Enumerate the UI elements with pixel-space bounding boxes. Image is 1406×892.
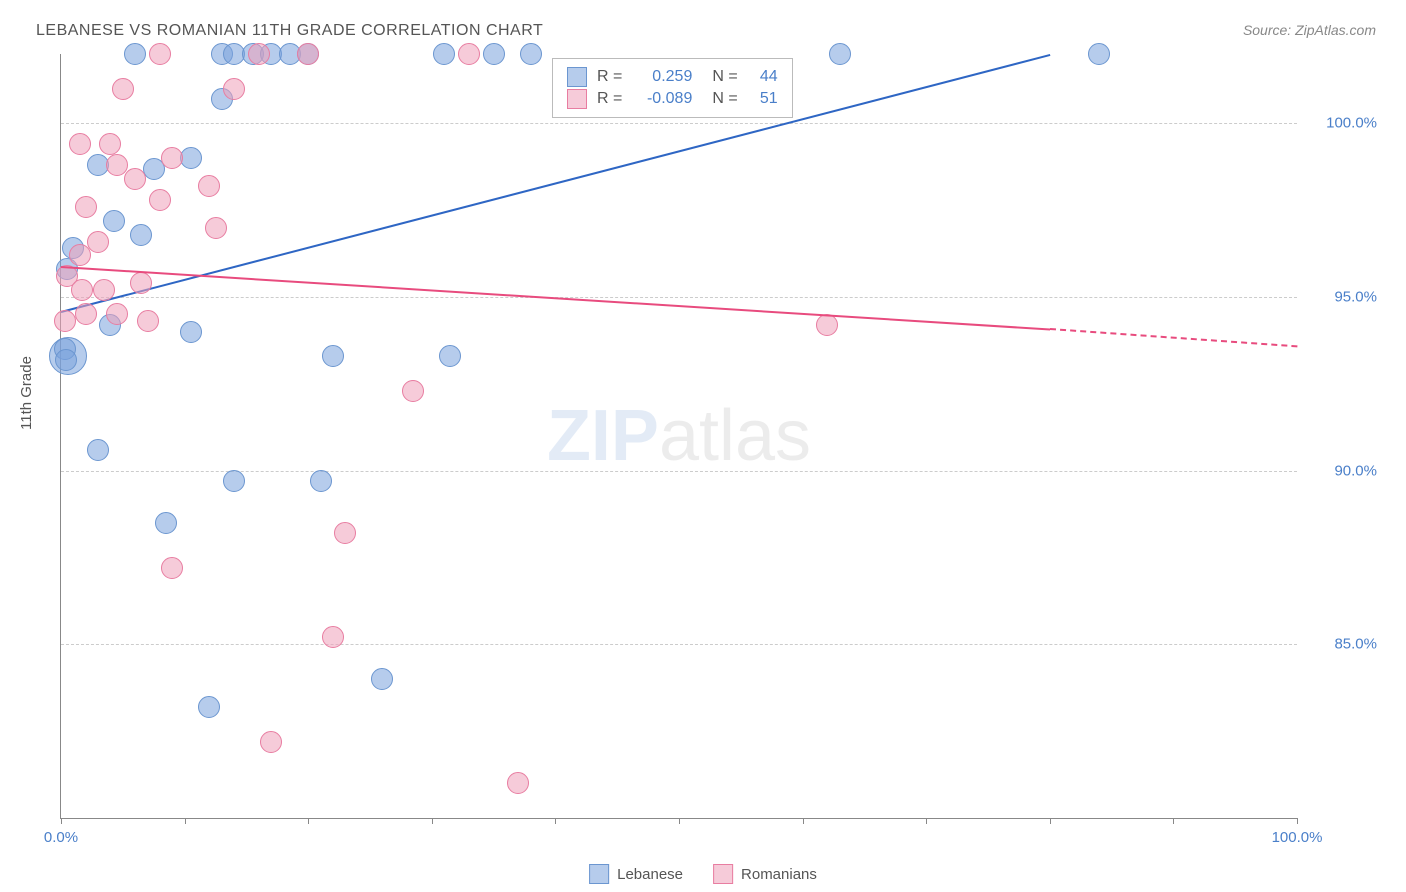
- scatter-point: [371, 668, 393, 690]
- scatter-point: [124, 168, 146, 190]
- scatter-point: [112, 78, 134, 100]
- scatter-point: [829, 43, 851, 65]
- scatter-point: [260, 731, 282, 753]
- scatter-point: [180, 321, 202, 343]
- scatter-point: [149, 189, 171, 211]
- scatter-point: [130, 224, 152, 246]
- x-tick: [803, 818, 804, 824]
- scatter-point: [69, 244, 91, 266]
- legend-item: Lebanese: [589, 864, 683, 884]
- scatter-point: [106, 303, 128, 325]
- watermark-atlas: atlas: [659, 396, 811, 476]
- y-tick-label: 90.0%: [1307, 462, 1377, 479]
- legend-swatch: [713, 864, 733, 884]
- legend-n-value: 51: [748, 90, 778, 108]
- legend-row: R = 0.259 N = 44: [567, 67, 778, 87]
- scatter-point: [322, 345, 344, 367]
- scatter-point: [433, 43, 455, 65]
- scatter-point: [149, 43, 171, 65]
- scatter-point: [1088, 43, 1110, 65]
- x-tick: [1050, 818, 1051, 824]
- x-tick: [1297, 818, 1298, 824]
- legend-r-value: -0.089: [632, 90, 692, 108]
- scatter-point: [130, 272, 152, 294]
- trend-line: [1050, 328, 1297, 347]
- scatter-point: [310, 470, 332, 492]
- scatter-point: [223, 78, 245, 100]
- y-tick-label: 85.0%: [1307, 636, 1377, 653]
- x-tick: [926, 818, 927, 824]
- legend-item: Romanians: [713, 864, 817, 884]
- scatter-point: [106, 154, 128, 176]
- x-tick: [185, 818, 186, 824]
- watermark: ZIPatlas: [547, 395, 811, 477]
- legend-n-label: N =: [712, 68, 737, 86]
- scatter-point: [124, 43, 146, 65]
- gridline: [61, 471, 1297, 472]
- scatter-point: [103, 210, 125, 232]
- x-tick-label: 100.0%: [1272, 829, 1323, 846]
- x-tick: [432, 818, 433, 824]
- legend-row: R = -0.089 N = 51: [567, 89, 778, 109]
- x-tick: [61, 818, 62, 824]
- scatter-point: [155, 512, 177, 534]
- scatter-point: [69, 133, 91, 155]
- scatter-point: [507, 772, 529, 794]
- scatter-point: [55, 349, 77, 371]
- scatter-point: [458, 43, 480, 65]
- legend-r-label: R =: [597, 68, 622, 86]
- source-label: Source: ZipAtlas.com: [1243, 22, 1376, 38]
- scatter-point: [87, 231, 109, 253]
- y-axis-label: 11th Grade: [18, 356, 35, 430]
- scatter-point: [71, 279, 93, 301]
- legend-n-label: N =: [712, 90, 737, 108]
- watermark-zip: ZIP: [547, 396, 659, 476]
- scatter-point: [75, 303, 97, 325]
- scatter-point: [334, 522, 356, 544]
- legend-swatch: [567, 67, 587, 87]
- gridline: [61, 644, 1297, 645]
- scatter-point: [54, 310, 76, 332]
- legend-label: Lebanese: [617, 866, 683, 883]
- scatter-point: [248, 43, 270, 65]
- y-tick-label: 100.0%: [1307, 115, 1377, 132]
- scatter-point: [402, 380, 424, 402]
- scatter-point: [520, 43, 542, 65]
- legend-r-label: R =: [597, 90, 622, 108]
- scatter-point: [75, 196, 97, 218]
- x-tick: [679, 818, 680, 824]
- scatter-point: [161, 557, 183, 579]
- scatter-point: [322, 626, 344, 648]
- legend-label: Romanians: [741, 866, 817, 883]
- gridline: [61, 123, 1297, 124]
- scatter-point: [137, 310, 159, 332]
- chart-title: LEBANESE VS ROMANIAN 11TH GRADE CORRELAT…: [36, 22, 543, 40]
- legend-swatch: [589, 864, 609, 884]
- x-tick: [555, 818, 556, 824]
- gridline: [61, 297, 1297, 298]
- scatter-point: [223, 470, 245, 492]
- scatter-point: [205, 217, 227, 239]
- scatter-point: [439, 345, 461, 367]
- scatter-point: [93, 279, 115, 301]
- y-tick-label: 95.0%: [1307, 289, 1377, 306]
- chart-legend: Lebanese Romanians: [589, 864, 817, 884]
- x-tick-label: 0.0%: [44, 829, 78, 846]
- scatter-point: [297, 43, 319, 65]
- legend-r-value: 0.259: [632, 68, 692, 86]
- plot-area: ZIPatlas 100.0%95.0%90.0%85.0%0.0%100.0%: [60, 54, 1297, 819]
- legend-n-value: 44: [748, 68, 778, 86]
- scatter-point: [483, 43, 505, 65]
- scatter-point: [99, 133, 121, 155]
- x-tick: [308, 818, 309, 824]
- scatter-point: [198, 175, 220, 197]
- stats-legend: R = 0.259 N = 44 R = -0.089 N = 51: [552, 58, 793, 118]
- legend-swatch: [567, 89, 587, 109]
- scatter-point: [198, 696, 220, 718]
- x-tick: [1173, 818, 1174, 824]
- trend-line: [61, 266, 1050, 331]
- scatter-point: [161, 147, 183, 169]
- scatter-point: [87, 439, 109, 461]
- scatter-point: [816, 314, 838, 336]
